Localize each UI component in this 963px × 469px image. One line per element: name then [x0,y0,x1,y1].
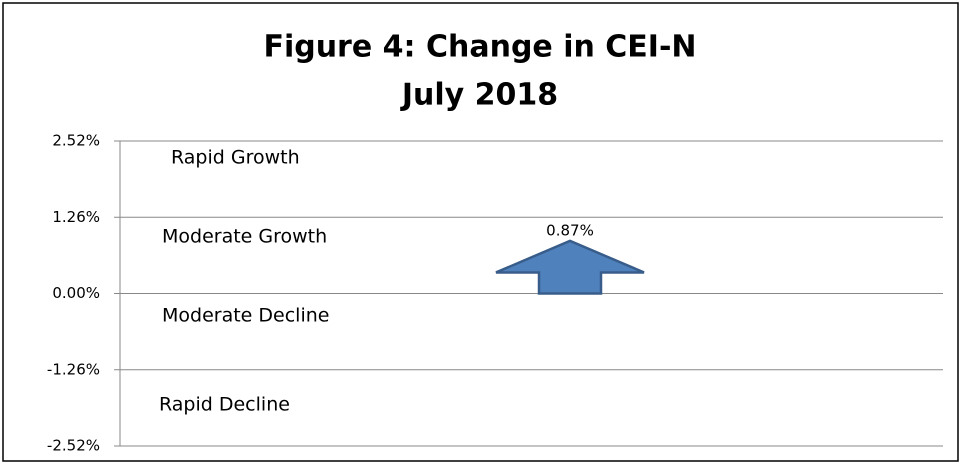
chart-title: Figure 4: Change in CEI-N [263,30,696,65]
value-label: 0.87% [546,221,594,239]
arrow [495,239,645,295]
y-tick-label: -1.26% [47,360,100,378]
chart-title: July 2018 [400,78,558,113]
zone-label: Rapid Growth [171,147,300,169]
zone-label: Moderate Growth [162,226,327,248]
y-tick-label: -2.52% [47,437,100,455]
zone-label: Rapid Decline [159,394,290,416]
y-tick-label: 0.00% [52,284,100,302]
y-tick-label: 1.26% [52,208,100,226]
y-tick-label: 2.52% [52,132,100,150]
chart-border [2,2,959,462]
zone-label: Moderate Decline [162,305,329,327]
